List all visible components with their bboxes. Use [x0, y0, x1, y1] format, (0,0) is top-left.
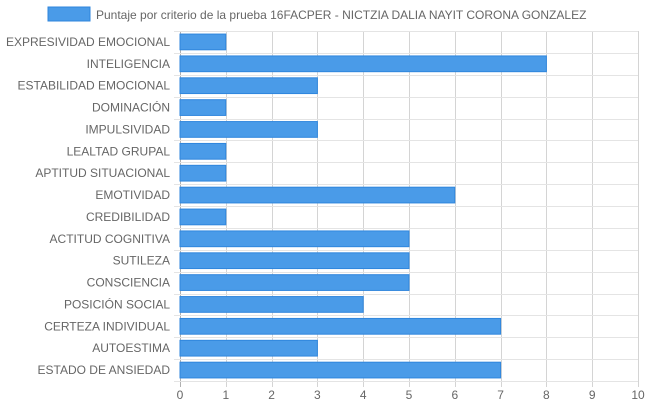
category-label: INTELIGENCIA	[87, 57, 170, 71]
x-tick-label: 2	[268, 388, 275, 402]
x-tick-label: 8	[543, 388, 550, 402]
x-tick-label: 7	[497, 388, 504, 402]
x-tick-label: 10	[631, 388, 645, 402]
bar[interactable]	[179, 77, 318, 95]
grid	[174, 31, 639, 387]
bar[interactable]	[179, 164, 227, 182]
category-label: LEALTAD GRUPAL	[67, 144, 171, 158]
bar[interactable]	[179, 121, 318, 138]
x-tick-label: 6	[451, 388, 458, 402]
bar[interactable]	[179, 99, 227, 116]
bar[interactable]	[179, 230, 410, 248]
bar[interactable]	[179, 274, 410, 291]
category-label: ACTITUD COGNITIVA	[50, 232, 170, 246]
category-label: CONSCIENCIA	[87, 276, 170, 290]
bar[interactable]	[179, 208, 227, 226]
bar[interactable]	[179, 296, 364, 313]
bar[interactable]	[179, 252, 410, 270]
bar[interactable]	[179, 142, 227, 160]
bar[interactable]	[179, 339, 318, 357]
x-tick-label: 9	[589, 388, 596, 402]
x-tick-label: 3	[314, 388, 321, 402]
category-label: AUTOESTIMA	[92, 341, 170, 355]
category-label: CREDIBILIDAD	[86, 210, 170, 224]
category-label: IMPULSIVIDAD	[85, 122, 170, 136]
category-labels: EXPRESIVIDAD EMOCIONAL INTELIGENCIA ESTABI…	[6, 35, 170, 377]
legend-label: Puntaje por criterio de la prueba 16FACP…	[96, 8, 586, 22]
x-tick-labels: 0 1 2 3 4 5 6 7 8 9 10	[177, 388, 645, 402]
category-label: CERTEZA INDIVIDUAL	[44, 319, 170, 333]
bar[interactable]	[179, 55, 547, 73]
bar[interactable]	[179, 33, 227, 51]
x-tick-label: 5	[406, 388, 413, 402]
x-tick-label: 1	[222, 388, 229, 402]
category-label: ESTABILIDAD EMOCIONAL	[18, 79, 171, 93]
bar[interactable]	[179, 186, 456, 204]
category-label: POSICIÓN SOCIAL	[64, 296, 170, 311]
bar[interactable]	[179, 317, 502, 335]
category-label: EXPRESIVIDAD EMOCIONAL	[6, 35, 170, 49]
legend[interactable]: Puntaje por criterio de la prueba 16FACP…	[47, 6, 586, 22]
x-tick-label: 4	[360, 388, 367, 402]
legend-swatch	[47, 6, 91, 22]
category-label: APTITUD SITUACIONAL	[35, 166, 170, 180]
category-label: ESTADO DE ANSIEDAD	[38, 363, 171, 377]
category-label: DOMINACIÓN	[92, 100, 170, 115]
bar[interactable]	[179, 361, 502, 379]
category-label: SUTILEZA	[113, 254, 170, 268]
bars	[179, 33, 547, 379]
x-tick-label: 0	[177, 388, 184, 402]
category-label: EMOTIVIDAD	[95, 188, 170, 202]
